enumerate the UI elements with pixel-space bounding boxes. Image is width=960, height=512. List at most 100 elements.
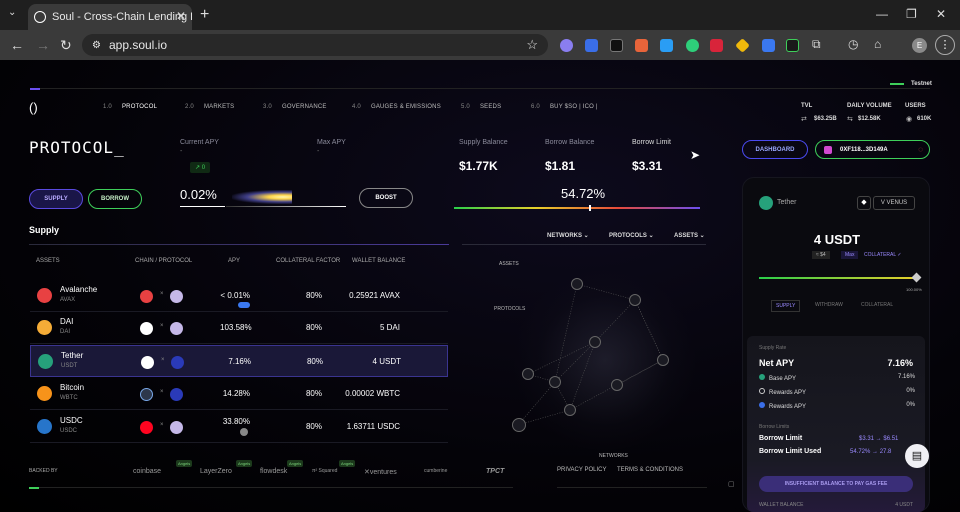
ext-2-icon[interactable]: [585, 39, 598, 52]
graph-node[interactable]: [629, 294, 641, 306]
apy-reward-badge: [240, 428, 248, 436]
ext-1-icon[interactable]: [560, 39, 573, 52]
dashboard-button[interactable]: DASHBOARD: [742, 140, 808, 159]
protocol-icon: [170, 290, 183, 303]
graph-node[interactable]: [589, 336, 601, 348]
nav-seeds[interactable]: 5.0 SEEDS: [461, 104, 502, 110]
table-row-usdc[interactable]: USDC USDC × 33.80% 80% 1.63711 USDC: [30, 411, 448, 443]
boost-button[interactable]: BOOST: [359, 188, 413, 208]
supply-toggle-button[interactable]: SUPPLY: [29, 189, 83, 209]
privacy-policy-link[interactable]: PRIVACY POLICY: [557, 467, 607, 473]
ethereum-chain-icon[interactable]: ◆: [857, 196, 871, 210]
filter-assets-dropdown[interactable]: ASSETS ⌄: [674, 233, 705, 239]
separator-x: ×: [160, 422, 164, 428]
tab-collateral[interactable]: COLLATERAL: [861, 302, 894, 308]
graph-node[interactable]: [657, 354, 669, 366]
borrow-toggle-button[interactable]: BORROW: [88, 189, 142, 209]
tab-withdraw[interactable]: WITHDRAW: [815, 302, 843, 308]
daily-volume-label: DAILY VOLUME: [847, 103, 892, 109]
max-apy-label: Max APY: [317, 139, 346, 146]
tab-supply[interactable]: SUPPLY: [771, 300, 801, 312]
wallet-address-button[interactable]: 0XF118...3D149A ◌: [815, 140, 930, 159]
nav-buy-so[interactable]: 6.0 BUY $SO | ICO |: [531, 104, 598, 110]
bookmark-star-icon[interactable]: ☆: [526, 37, 538, 52]
small-doc-icon[interactable]: ▢: [728, 481, 735, 488]
profile-avatar[interactable]: E: [912, 38, 927, 53]
graph-node[interactable]: [564, 404, 576, 416]
nav-governance[interactable]: 3.0 GOVERNANCE: [263, 104, 327, 110]
borrow-limits-label: Borrow Limits: [759, 424, 790, 430]
reload-icon[interactable]: ↻: [60, 37, 72, 53]
ext-3-icon[interactable]: [610, 39, 623, 52]
table-row-wbtc[interactable]: Bitcoin WBTC × 14.28% 80% 0.00002 WBTC: [30, 378, 448, 410]
table-row-avax[interactable]: Avalanche AVAX × < 0.01% 80% 0.25921 AVA…: [30, 280, 448, 312]
amount-slider-handle[interactable]: [911, 272, 922, 283]
filter-protocols-dropdown[interactable]: PROTOCOLS ⌄: [609, 233, 654, 239]
rewards-icon: [759, 388, 765, 394]
apy-reward-badge: [238, 302, 250, 308]
ext-9-icon[interactable]: [762, 39, 775, 52]
apy-sparkle-effect: [232, 190, 292, 204]
close-window-icon[interactable]: ✕: [936, 7, 947, 21]
chat-support-icon[interactable]: ▤: [905, 444, 929, 468]
table-row-usdt[interactable]: Tether USDT × 7.16% 80% 4 USDT: [30, 345, 448, 377]
ext-10-icon[interactable]: [786, 39, 799, 52]
filter-networks-dropdown[interactable]: NETWORKS ⌄: [547, 233, 589, 239]
graph-node[interactable]: [611, 379, 623, 391]
tether-icon: [38, 354, 53, 369]
asset-apy: 7.16%: [228, 357, 251, 366]
supply-section-title: Supply: [29, 225, 60, 235]
ext-4-icon[interactable]: [635, 39, 648, 52]
ext-8-icon[interactable]: [735, 38, 750, 53]
venus-badge[interactable]: V VENUS: [873, 196, 915, 210]
minimize-icon[interactable]: —: [876, 7, 888, 21]
site-info-icon[interactable]: ⚙: [92, 39, 101, 51]
asset-symbol: USDT: [61, 363, 78, 369]
graph-node[interactable]: [512, 418, 526, 432]
graph-node[interactable]: [571, 278, 583, 290]
amount-slider-track[interactable]: [759, 277, 917, 279]
forward-icon[interactable]: →: [36, 37, 50, 53]
panel-max-button[interactable]: Max: [841, 251, 859, 259]
new-tab-icon[interactable]: +: [200, 6, 210, 23]
asset-apy: 33.80%: [222, 417, 250, 426]
ext-6-icon[interactable]: [686, 39, 699, 52]
asset-wallet-balance: 1.63711 USDC: [346, 422, 400, 431]
chain-icon: [140, 290, 153, 303]
asset-wallet-balance: 5 DAI: [379, 323, 400, 332]
network-graph[interactable]: [480, 260, 710, 460]
tab-close-icon[interactable]: ✕: [175, 9, 186, 23]
ext-5-icon[interactable]: [660, 39, 673, 52]
partner-cumberine: cumberine: [424, 468, 448, 474]
protocol-icon: [170, 421, 183, 434]
current-apy-sub: -: [180, 148, 183, 155]
browser-tab[interactable]: Soul - Cross-Chain Lending Pro ✕: [28, 4, 192, 30]
address-bar[interactable]: ⚙ app.soul.io ☆: [82, 34, 548, 56]
power-icon[interactable]: ◌: [918, 145, 923, 154]
ext-7-icon[interactable]: [710, 39, 723, 52]
current-apy-label: Current APY: [180, 139, 219, 146]
devtools-icon[interactable]: ⌂: [874, 37, 882, 51]
back-icon[interactable]: ←: [10, 37, 24, 53]
browser-menu-icon[interactable]: ⋮: [935, 35, 955, 55]
terms-link[interactable]: TERMS & CONDITIONS: [617, 467, 684, 473]
insufficient-balance-button[interactable]: INSUFFICIENT BALANCE TO PAY GAS FEE: [759, 476, 913, 492]
testnet-label: Testnet: [911, 81, 932, 87]
supply-rate-label: Supply Rate: [759, 345, 787, 351]
graph-node[interactable]: [549, 376, 561, 388]
soul-logo[interactable]: (): [29, 100, 38, 115]
avax-icon: [37, 288, 52, 303]
nav-gauges[interactable]: 4.0 GAUGES & EMISSIONS: [352, 104, 441, 110]
panel-collateral-toggle[interactable]: COLLATERAL ✓: [864, 252, 902, 258]
browser-toolbar: ← → ↻ ⚙ app.soul.io ☆ ⧉ ◷ ⌂ E ⋮: [0, 30, 960, 60]
extensions-icon[interactable]: ⧉: [812, 37, 821, 51]
nav-protocol[interactable]: 1.0 PROTOCOL: [103, 104, 158, 110]
separator-x: ×: [161, 357, 165, 363]
nav-markets[interactable]: 2.0 MARKETS: [185, 104, 235, 110]
graph-node[interactable]: [522, 368, 534, 380]
tab-search-icon[interactable]: ⌄: [8, 7, 17, 18]
net-apy-label: Net APY: [759, 358, 795, 368]
history-icon[interactable]: ◷: [848, 37, 859, 51]
restore-icon[interactable]: ❐: [906, 7, 917, 21]
table-row-dai[interactable]: DAI DAI × 103.58% 80% 5 DAI: [30, 312, 448, 344]
